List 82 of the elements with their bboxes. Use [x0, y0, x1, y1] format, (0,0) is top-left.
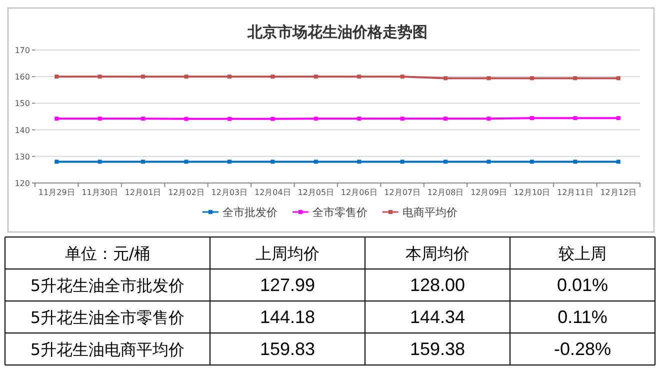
point: [98, 116, 102, 121]
x-tick-label: 12月08日: [427, 188, 464, 197]
point: [486, 76, 491, 80]
y-tick-label: 160: [14, 72, 30, 82]
point: [141, 116, 146, 121]
category-label: 5升花生油全市批发价: [30, 276, 185, 295]
text: 159.38: [410, 339, 466, 359]
point: [184, 116, 188, 121]
y-tick-label: 120: [14, 179, 30, 188]
category-label: 上周均价: [256, 244, 320, 263]
point: [314, 116, 318, 121]
point: [141, 74, 146, 79]
point: [400, 74, 404, 79]
point: [486, 160, 491, 164]
point: [616, 160, 620, 164]
point: [270, 74, 275, 79]
text: 单位：元/桶: [64, 244, 150, 263]
point: [573, 160, 578, 164]
text: 127.99: [260, 275, 316, 295]
category-label: 5升花生油电商平均价: [30, 340, 185, 359]
x-tick-label: 12月01日: [124, 188, 162, 197]
point: [530, 76, 534, 80]
point: [54, 160, 59, 164]
text: 0.01%: [556, 275, 608, 295]
point: [444, 160, 448, 164]
y-tick-label: 140: [14, 126, 30, 135]
x-tick-label: 11月29日: [38, 188, 75, 197]
point: [184, 160, 188, 164]
text: -0.28%: [554, 339, 612, 359]
point: [141, 160, 146, 164]
x-tick-label: 12月03日: [211, 188, 248, 197]
point: [444, 116, 448, 121]
category-label: 较上周: [558, 244, 606, 263]
point: [530, 160, 534, 164]
text: 144.18: [260, 307, 316, 327]
x-tick-label: 12月10日: [514, 188, 550, 197]
x-tick-label: 12月04日: [254, 188, 291, 197]
text: 159.83: [260, 339, 316, 359]
point: [227, 160, 232, 164]
point: [270, 160, 275, 164]
point: [314, 160, 318, 164]
point: [616, 76, 620, 80]
point: [400, 160, 404, 164]
legend-label: 全市批发价: [222, 206, 278, 219]
point: [54, 116, 59, 121]
point: [227, 116, 232, 121]
y-tick-label: 150: [14, 99, 30, 108]
point: [54, 74, 59, 79]
point: [270, 116, 275, 121]
x-tick-label: 12月09日: [470, 188, 507, 197]
text: 128.00: [410, 275, 466, 295]
point: [98, 160, 102, 164]
point: [573, 76, 578, 80]
point: [573, 116, 578, 120]
x-tick-label: 12月05日: [298, 188, 334, 197]
point: [357, 74, 362, 79]
point: [444, 76, 448, 80]
y-tick-label: 170: [14, 46, 30, 55]
point: [530, 116, 534, 120]
y-tick-label: 130: [14, 152, 30, 162]
point: [486, 116, 491, 121]
legend-label: 电商平均价: [402, 206, 458, 219]
x-tick-label: 12月11日: [557, 188, 594, 197]
x-tick-label: 12月06日: [340, 188, 378, 197]
chart-title: 北京市场花生油价格走势图: [246, 23, 428, 41]
point: [357, 160, 362, 164]
text: 0.11%: [558, 307, 608, 327]
x-tick-label: 12月12日: [600, 188, 637, 197]
point: [616, 116, 620, 120]
point: [98, 74, 102, 79]
x-tick-label: 11月30日: [82, 188, 118, 197]
point: [314, 74, 318, 79]
text: 144.34: [410, 307, 466, 327]
category-label: 本周均价: [406, 244, 470, 263]
x-tick-label: 12月07日: [384, 188, 420, 197]
point: [357, 116, 362, 121]
point: [227, 74, 232, 79]
point: [400, 116, 404, 121]
legend-label: 全市零售价: [312, 206, 368, 219]
point: [184, 74, 188, 79]
category-label: 5升花生油全市零售价: [30, 308, 185, 327]
x-tick-label: 12月02日: [168, 188, 204, 197]
